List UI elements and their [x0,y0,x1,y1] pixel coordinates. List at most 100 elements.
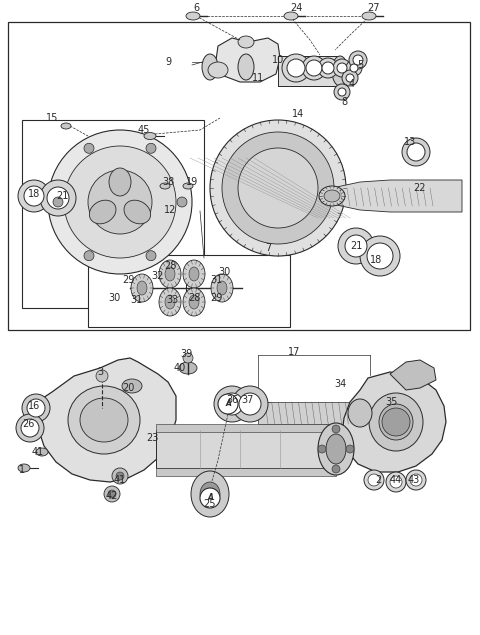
Circle shape [116,472,124,480]
Circle shape [338,228,374,264]
Circle shape [360,236,400,276]
Circle shape [104,486,120,502]
Text: 29: 29 [122,275,134,285]
Circle shape [47,187,69,209]
Text: 2: 2 [375,475,381,485]
Text: 7: 7 [265,243,271,253]
Text: 44: 44 [390,475,402,485]
Ellipse shape [68,386,140,454]
Circle shape [48,130,192,274]
Circle shape [342,70,358,86]
Circle shape [407,143,425,161]
Ellipse shape [326,434,346,464]
Circle shape [334,84,350,100]
Circle shape [390,476,402,488]
Text: 12: 12 [164,205,176,215]
Circle shape [282,54,310,82]
Circle shape [332,425,340,433]
Polygon shape [342,372,446,472]
Text: 28: 28 [164,261,176,271]
Text: 26: 26 [22,419,34,429]
Ellipse shape [131,274,153,302]
Text: 13: 13 [404,137,416,147]
Circle shape [88,170,152,234]
Text: 14: 14 [292,109,304,119]
Text: 31: 31 [210,275,222,285]
Text: 31: 31 [130,295,142,305]
Ellipse shape [217,281,227,295]
Circle shape [16,414,44,442]
Circle shape [238,148,318,228]
Circle shape [337,63,347,73]
Text: 38: 38 [162,177,174,187]
Circle shape [146,144,156,153]
Circle shape [349,51,367,69]
Polygon shape [332,180,462,212]
Circle shape [21,419,39,437]
Circle shape [53,197,63,207]
Circle shape [350,64,358,72]
Circle shape [368,474,380,486]
Text: 17: 17 [288,347,300,357]
Text: 27: 27 [368,3,380,13]
Text: 39: 39 [180,349,192,359]
Ellipse shape [183,260,205,288]
Polygon shape [216,38,280,82]
Circle shape [200,488,220,508]
Circle shape [221,393,243,415]
Text: 8: 8 [341,97,347,107]
Ellipse shape [179,362,197,374]
Bar [22,120,204,308]
Text: 4: 4 [349,79,355,89]
Text: 40: 40 [174,363,186,373]
Circle shape [333,59,351,77]
Bar [88,255,290,327]
Text: 5: 5 [357,60,363,70]
Ellipse shape [80,398,128,442]
Ellipse shape [362,12,376,20]
Ellipse shape [369,393,423,451]
Text: A: A [225,399,231,408]
Ellipse shape [324,190,340,202]
Text: 9: 9 [165,57,171,67]
Circle shape [96,370,108,382]
Circle shape [402,138,430,166]
Ellipse shape [36,448,48,456]
Circle shape [18,180,50,212]
Ellipse shape [208,62,228,78]
Circle shape [386,472,406,492]
Circle shape [338,88,346,96]
Text: 15: 15 [46,113,58,123]
Text: 32: 32 [152,271,164,281]
Circle shape [318,58,338,78]
Ellipse shape [165,267,175,281]
Text: 10: 10 [272,55,284,65]
Ellipse shape [202,54,218,80]
Circle shape [353,55,363,65]
Circle shape [24,186,44,206]
Circle shape [306,60,322,76]
Circle shape [346,445,354,453]
Ellipse shape [186,12,200,20]
Ellipse shape [109,168,131,196]
Text: 43: 43 [408,475,420,485]
Circle shape [239,393,261,415]
Circle shape [302,56,326,80]
Text: 21: 21 [350,241,362,251]
Text: 23: 23 [146,433,158,443]
Circle shape [346,60,362,76]
Ellipse shape [122,379,142,393]
Circle shape [27,399,45,417]
Circle shape [22,394,50,422]
Text: 21: 21 [56,191,68,201]
Text: 41: 41 [32,447,44,457]
Circle shape [222,132,334,244]
Circle shape [177,197,187,207]
Text: 30: 30 [108,293,120,303]
Ellipse shape [89,200,116,224]
Ellipse shape [319,186,345,206]
Bar [156,468,336,476]
Text: A: A [207,493,213,502]
Circle shape [318,445,326,453]
Text: 41: 41 [114,475,126,485]
